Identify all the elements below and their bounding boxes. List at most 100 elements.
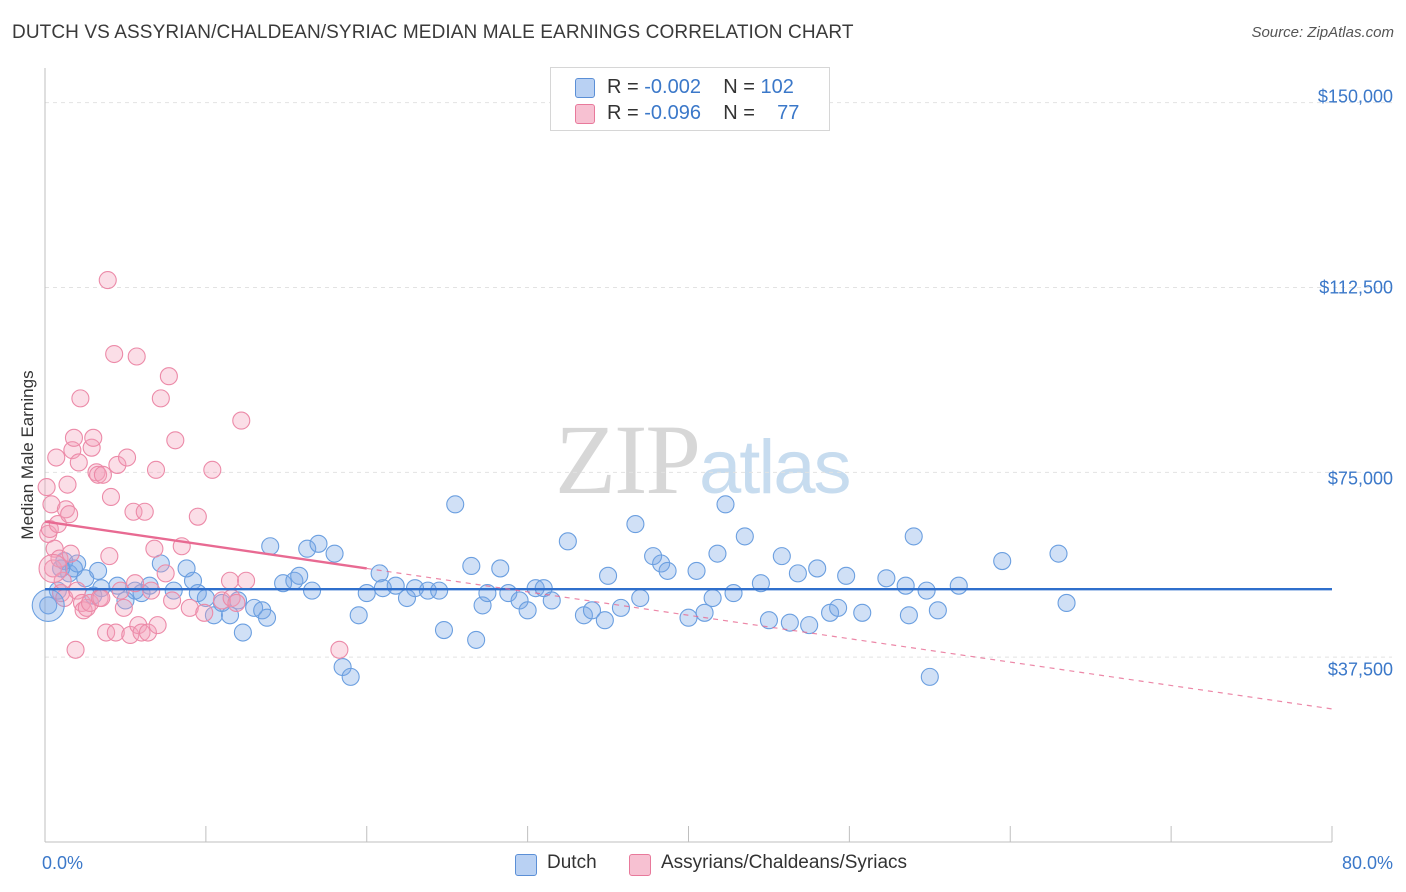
assyrian-point bbox=[66, 640, 85, 659]
dutch-point bbox=[788, 564, 807, 583]
assyrian-point bbox=[126, 574, 145, 593]
dutch-point bbox=[735, 527, 754, 546]
assyrian-point bbox=[156, 564, 175, 583]
assyrian-point bbox=[166, 431, 185, 450]
assyrian-point bbox=[330, 640, 349, 659]
dutch-point bbox=[434, 621, 454, 640]
dutch-point bbox=[290, 566, 309, 585]
dutch-point bbox=[478, 584, 497, 603]
legend-n-label: N = bbox=[723, 76, 761, 98]
assyrian-trend-extension bbox=[366, 567, 1333, 710]
dutch-point bbox=[303, 581, 322, 600]
assyrian-point bbox=[163, 591, 182, 610]
dutch-point bbox=[949, 576, 968, 595]
dutch-point bbox=[917, 581, 936, 600]
dutch-point bbox=[724, 584, 743, 603]
dutch-point bbox=[116, 591, 135, 610]
x-tick-label-min: 0.0% bbox=[42, 853, 84, 873]
assyrian-point bbox=[71, 389, 90, 408]
bottom-legend-label: Dutch bbox=[547, 852, 597, 873]
dutch-point bbox=[582, 601, 602, 620]
assyrian-point bbox=[58, 475, 77, 494]
bottom-legend-swatch-dutch bbox=[515, 854, 537, 876]
assyrian-point bbox=[159, 367, 178, 386]
dutch-point bbox=[899, 606, 918, 625]
dutch-point bbox=[829, 598, 848, 617]
assyrian-point bbox=[138, 623, 158, 642]
legend-r-label: R = bbox=[607, 102, 645, 124]
dutch-point bbox=[341, 667, 360, 686]
assyrian-point bbox=[106, 623, 125, 642]
dutch-point bbox=[274, 574, 293, 593]
assyrian-point bbox=[61, 544, 80, 563]
dutch-point bbox=[1049, 544, 1068, 563]
dutch-point bbox=[896, 576, 915, 595]
dutch-point bbox=[695, 603, 714, 622]
assyrian-point bbox=[148, 616, 167, 635]
assyrian-point bbox=[142, 581, 161, 600]
dutch-point bbox=[687, 561, 706, 580]
y-axis-label: Median Male Earnings bbox=[18, 370, 37, 540]
assyrian-point bbox=[64, 428, 84, 447]
dutch-point bbox=[772, 547, 791, 566]
assyrian-point bbox=[84, 428, 103, 447]
assyrian-point bbox=[97, 623, 116, 642]
legend-r-value: -0.002 bbox=[644, 76, 701, 98]
dutch-point bbox=[904, 527, 923, 546]
chart-title: DUTCH VS ASSYRIAN/CHALDEAN/SYRIAC MEDIAN… bbox=[12, 22, 854, 43]
assyrian-point bbox=[227, 593, 246, 612]
dutch-point bbox=[780, 613, 799, 632]
dutch-point bbox=[446, 495, 465, 514]
assyrian-point bbox=[151, 389, 170, 408]
dutch-point bbox=[800, 616, 819, 635]
legend-swatch-assyrian bbox=[575, 104, 595, 124]
bottom-legend-label: Assyrians/Chaldeans/Syriacs bbox=[661, 852, 908, 873]
dutch-point bbox=[877, 569, 896, 588]
dutch-point bbox=[233, 623, 252, 642]
dutch-point bbox=[462, 556, 481, 576]
dutch-point bbox=[309, 534, 328, 553]
dutch-point bbox=[595, 611, 614, 630]
dutch-point bbox=[518, 601, 537, 620]
y-tick-label: $150,000 bbox=[1317, 86, 1393, 107]
assyrian-point bbox=[101, 487, 121, 507]
dutch-point bbox=[853, 603, 872, 622]
correlation-legend: R = -0.002 N = 102 R = -0.096 N = 77 bbox=[550, 67, 830, 131]
dutch-point bbox=[349, 606, 368, 625]
assyrian-point bbox=[93, 465, 112, 484]
assyrian-point bbox=[203, 460, 222, 479]
assyrian-point bbox=[111, 581, 130, 600]
y-tick-label: $37,500 bbox=[1327, 659, 1393, 680]
dutch-point bbox=[357, 584, 376, 603]
legend-r-label: R = bbox=[607, 76, 645, 98]
assyrian-point bbox=[77, 598, 96, 617]
dutch-point bbox=[652, 554, 671, 573]
dutch-point bbox=[679, 608, 698, 627]
dutch-point bbox=[599, 566, 618, 585]
assyrian-point bbox=[135, 502, 154, 521]
x-tick-label-max: 80.0% bbox=[1341, 853, 1393, 873]
dutch-point bbox=[808, 559, 827, 578]
assyrian-point bbox=[100, 547, 119, 566]
assyrian-point bbox=[38, 553, 68, 583]
dutch-point bbox=[558, 532, 577, 551]
assyrian-point bbox=[47, 448, 66, 467]
watermark-zip: ZIP bbox=[555, 404, 701, 515]
legend-r-value: -0.096 bbox=[644, 102, 701, 124]
assyrian-point bbox=[195, 603, 214, 622]
assyrian-point bbox=[132, 623, 151, 642]
assyrian-point bbox=[69, 453, 88, 472]
dutch-point bbox=[759, 611, 778, 630]
assyrian-trend-line bbox=[44, 520, 367, 570]
assyrian-point bbox=[80, 593, 100, 612]
dutch-point bbox=[261, 537, 280, 556]
assyrian-point bbox=[105, 344, 124, 364]
dutch-point bbox=[993, 551, 1012, 571]
dutch-point bbox=[928, 601, 947, 620]
assyrian-point bbox=[92, 588, 111, 608]
dutch-point bbox=[626, 515, 645, 534]
legend-n-label: N = bbox=[723, 102, 761, 124]
assyrian-point bbox=[42, 495, 61, 514]
dutch-point bbox=[611, 598, 630, 617]
